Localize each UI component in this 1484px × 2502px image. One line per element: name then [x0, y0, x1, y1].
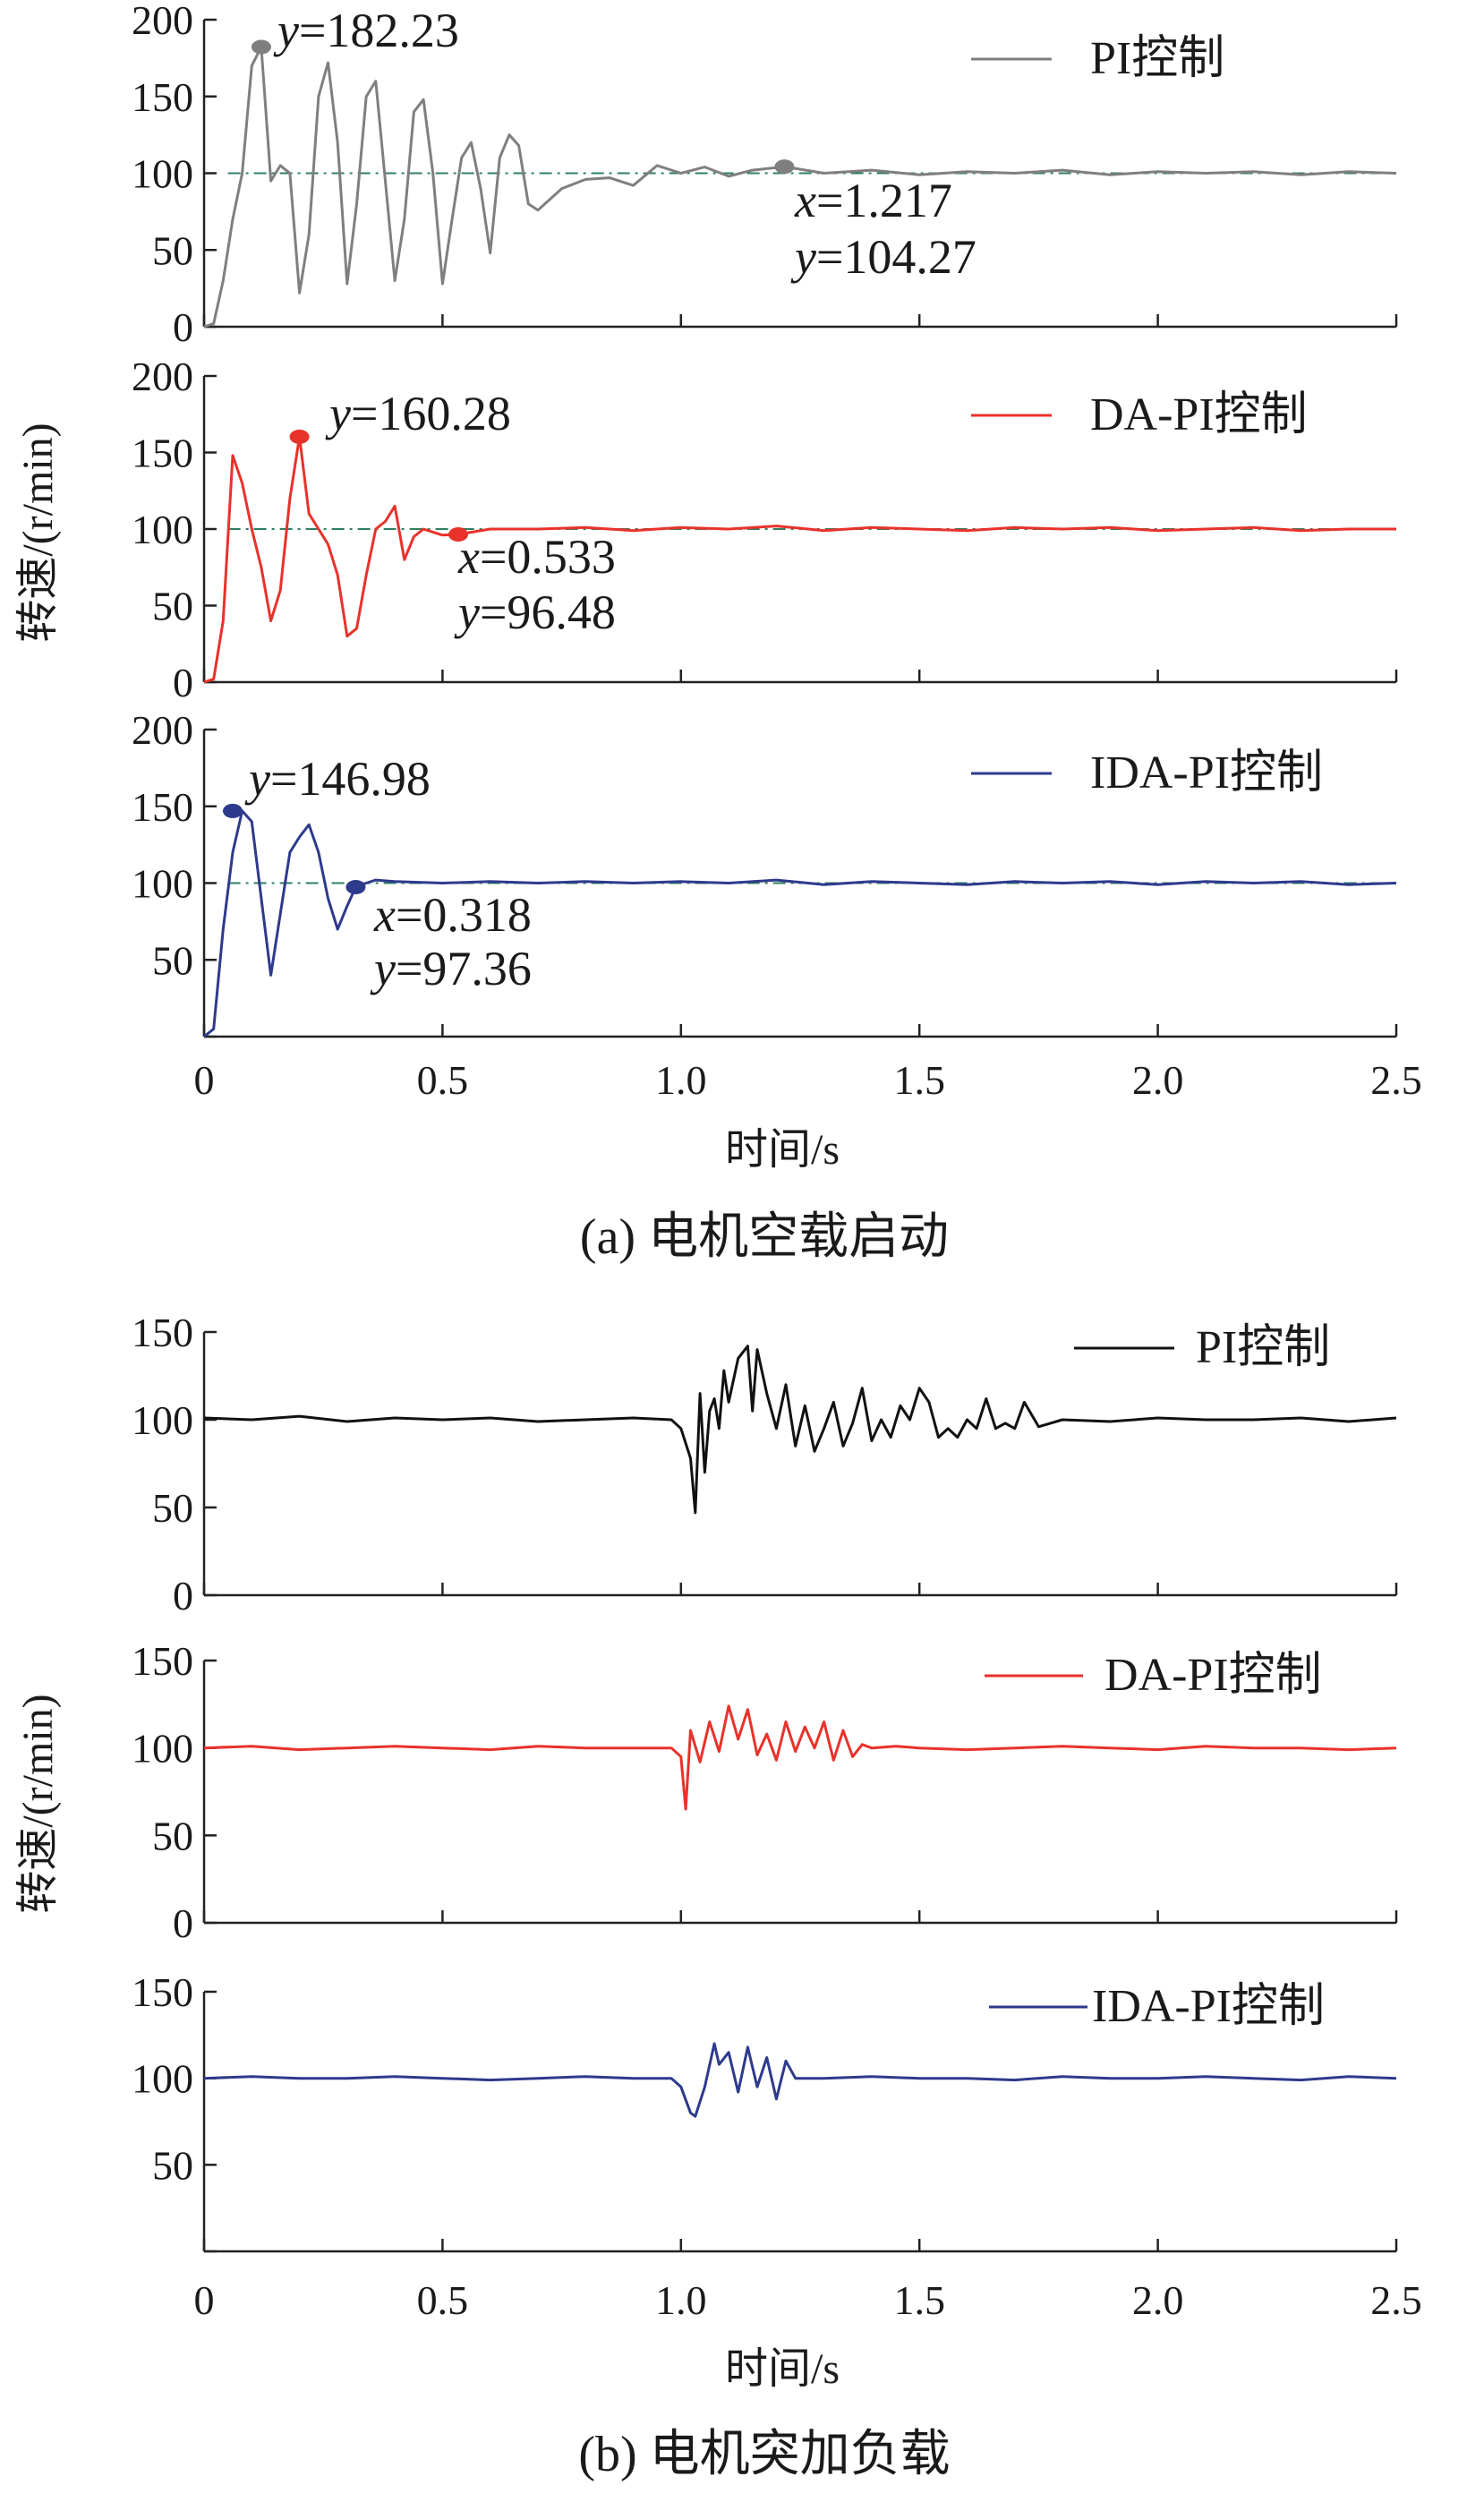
annotation-value: =0.533: [480, 530, 616, 584]
y-tick-label: 200: [132, 707, 193, 753]
annotation-label: y=96.48: [454, 585, 616, 639]
x-tick-label: 2.5: [1370, 1057, 1422, 1103]
annotation-value: =1.217: [816, 174, 952, 227]
y-tick-label: 0: [173, 660, 193, 705]
x-tick-label: 1.5: [893, 2277, 945, 2323]
data-point-marker: [448, 527, 468, 542]
legend-label: DA-PI控制: [1104, 1650, 1322, 1701]
annotation-var: x: [457, 530, 480, 584]
chart-caption: (a) 电机空载启动: [580, 1209, 949, 1265]
legend-label: DA-PI控制: [1090, 389, 1308, 440]
chart-b: 0 50 100 150 PI控制 0 50 100 150 DA-PI控制 50 100 150 IDA…: [14, 1310, 1422, 2482]
x-tick-label: 2.0: [1132, 2277, 1184, 2323]
x-tick-label: 0: [194, 1057, 215, 1103]
annotation-var: x: [794, 174, 816, 227]
panel-b-1: 0 50 100 150 PI控制: [132, 1310, 1398, 1618]
data-point-marker: [251, 39, 271, 55]
data-point-marker: [222, 803, 243, 818]
y-tick-label: 150: [132, 431, 193, 476]
panel-a-3: 50100150200y=146.98x=0.318y=97.36IDA-PI控…: [132, 707, 1398, 1038]
series-line-b-3: [203, 2042, 1397, 2118]
data-point-marker: [774, 159, 795, 175]
x-tick-label: 1.0: [655, 1057, 707, 1103]
y-tick-label: 50: [152, 937, 193, 983]
annotation-label: x=0.318: [373, 888, 532, 942]
x-tick-label: 2.5: [1370, 2277, 1422, 2323]
annotation-value: =182.23: [299, 4, 459, 57]
annotation-label: y=182.23: [273, 4, 459, 57]
x-tick-label: 0.5: [417, 1057, 469, 1103]
annotation-label: x=0.533: [457, 530, 616, 584]
y-tick-label: 100: [132, 1397, 193, 1443]
annotation-value: =96.48: [480, 585, 616, 639]
annotation-label: y=160.28: [325, 387, 511, 440]
y-tick-label: 50: [152, 1485, 193, 1531]
x-tick-label: 1.0: [655, 2277, 707, 2323]
annotation-var: x: [373, 888, 396, 942]
panel-b-2: 0 50 100 150 DA-PI控制: [132, 1638, 1398, 1946]
annotation-label: y=104.27: [790, 230, 977, 284]
y-tick-label: 150: [132, 1310, 193, 1355]
annotation-value: =97.36: [396, 942, 532, 995]
y-axis-label: 转速/(r/min): [14, 1694, 62, 1913]
annotation-value: =0.318: [396, 888, 532, 942]
annotation-var: y: [273, 4, 299, 57]
series-line-b-1: [203, 1345, 1397, 1515]
series-line-a-2: [203, 435, 1396, 684]
y-axis-label: 转速/(r/min): [14, 423, 62, 642]
y-tick-label: 100: [132, 1726, 193, 1772]
y-tick-label: 150: [132, 1638, 193, 1684]
annotation-var: y: [325, 387, 351, 440]
y-tick-label: 50: [152, 227, 193, 273]
legend-label: IDA-PI控制: [1092, 1981, 1325, 2032]
annotation-value: =146.98: [270, 752, 431, 806]
x-tick-label: 2.0: [1132, 1057, 1184, 1103]
y-tick-label: 150: [132, 74, 193, 120]
chart-caption: (b) 电机突加负载: [578, 2427, 950, 2482]
annotation-var: y: [244, 752, 270, 806]
annotation-label: y=97.36: [370, 942, 532, 995]
annotation-value: =160.28: [351, 387, 511, 440]
y-tick-label: 100: [132, 151, 193, 197]
series-line-b-2: [203, 1704, 1397, 1811]
y-tick-label: 150: [132, 1969, 193, 2015]
data-point-marker: [289, 429, 310, 444]
annotation-var: y: [370, 942, 396, 995]
y-tick-label: 100: [132, 507, 193, 552]
y-tick-label: 100: [132, 861, 193, 907]
annotation-label: x=1.217: [794, 174, 952, 227]
annotation-var: y: [454, 585, 480, 639]
annotation-value: =104.27: [816, 230, 977, 284]
annotation-var: y: [790, 230, 816, 284]
legend-label: IDA-PI控制: [1090, 747, 1323, 798]
series-line-a-3: [203, 809, 1397, 1038]
series-line-a-1: [203, 46, 1397, 329]
y-tick-label: 50: [152, 1813, 193, 1858]
x-tick-label: 1.5: [893, 1057, 945, 1103]
y-tick-label: 100: [132, 2056, 193, 2102]
y-tick-label: 50: [152, 2142, 193, 2188]
x-axis-label: 时间/s: [725, 2345, 840, 2393]
y-tick-label: 150: [132, 784, 193, 830]
y-tick-label: 200: [132, 0, 193, 43]
annotation-label: y=146.98: [244, 752, 431, 806]
legend-label: PI控制: [1090, 33, 1224, 84]
panel-b-3: 50 100 150 IDA-PI控制: [132, 1969, 1398, 2253]
y-tick-label: 0: [173, 304, 193, 350]
x-tick-label: 0: [194, 2277, 215, 2323]
legend-label: PI控制: [1196, 1322, 1330, 1373]
y-tick-label: 0: [173, 1573, 193, 1618]
x-axis-label: 时间/s: [725, 1126, 840, 1174]
y-tick-label: 200: [132, 354, 193, 399]
x-tick-label: 0.5: [417, 2277, 469, 2323]
data-point-marker: [345, 880, 366, 895]
y-tick-label: 50: [152, 584, 193, 629]
panel-a-2: 050100150200y=160.28x=0.533y=96.48DA-PI控…: [132, 354, 1398, 705]
y-tick-label: 0: [173, 1900, 193, 1946]
